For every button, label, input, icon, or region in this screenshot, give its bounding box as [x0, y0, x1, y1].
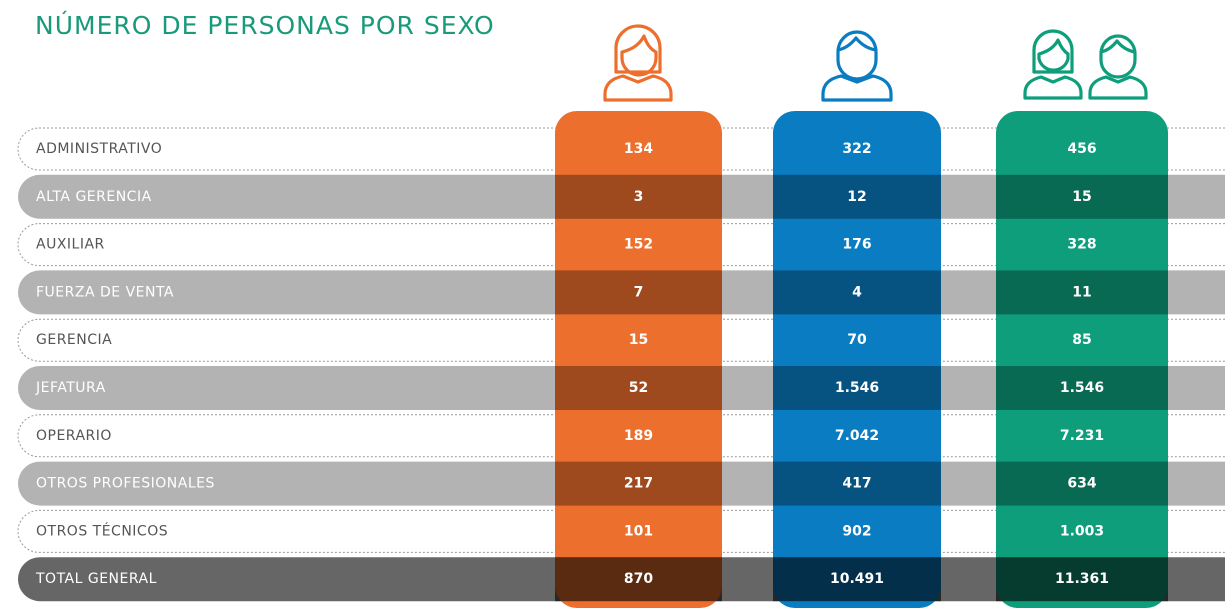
body — [821, 74, 893, 102]
row-label: AUXILIAR — [36, 237, 105, 253]
cell-value: 101 — [624, 523, 653, 539]
cell-shade — [773, 461, 941, 506]
cell-value: 4 — [852, 284, 862, 300]
cell-shade — [555, 366, 722, 410]
row-label: ADMINISTRATIVO — [36, 141, 162, 157]
male-icon — [821, 30, 893, 102]
hair — [614, 24, 662, 74]
cell-shade — [555, 174, 722, 219]
cell-value: 1.546 — [835, 380, 879, 396]
row-label: GERENCIA — [36, 332, 112, 348]
cell-shade — [996, 270, 1168, 315]
cell-value: 11.361 — [1055, 571, 1109, 587]
title: NÚMERO DE PERSONAS POR SEXO — [35, 10, 495, 40]
cell-value: 189 — [624, 428, 653, 444]
cell-shade — [996, 557, 1168, 602]
row-label: FUERZA DE VENTA — [36, 284, 174, 300]
cell-value: 3 — [634, 189, 644, 205]
female-column — [555, 111, 722, 608]
cell-value: 870 — [624, 571, 653, 587]
cell-value: 7 — [634, 284, 644, 300]
female-icon — [603, 24, 673, 102]
row-label: OTROS TÉCNICOS — [36, 522, 168, 539]
face — [1037, 38, 1070, 72]
hair — [1032, 29, 1074, 74]
hair2 — [1099, 39, 1137, 54]
cell-shade — [996, 174, 1168, 219]
cell-value: 328 — [1067, 237, 1096, 253]
cell-value: 217 — [624, 476, 653, 492]
hair — [836, 36, 878, 52]
face2 — [1099, 34, 1137, 79]
overlays — [555, 174, 1168, 602]
cell-shade — [996, 461, 1168, 506]
cell-shade — [555, 461, 722, 506]
body — [603, 74, 673, 102]
cell-value: 70 — [847, 332, 867, 348]
male-column — [773, 111, 941, 608]
row-label: TOTAL GENERAL — [35, 571, 157, 587]
cell-value: 176 — [842, 237, 871, 253]
cell-value: 322 — [842, 141, 871, 157]
both-icon — [1023, 29, 1148, 100]
cell-shade — [996, 366, 1168, 410]
cell-value: 902 — [842, 523, 871, 539]
row-label: OPERARIO — [36, 428, 112, 444]
face — [836, 30, 878, 81]
face — [620, 34, 658, 77]
cell-shade — [773, 270, 941, 315]
cell-shade — [773, 557, 941, 602]
cell-value: 417 — [842, 476, 871, 492]
cell-value: 134 — [624, 141, 653, 157]
cell-value: 15 — [629, 332, 648, 348]
cell-shade — [555, 557, 722, 602]
cell-value: 7.042 — [835, 428, 879, 444]
cell-shade — [773, 366, 941, 410]
body — [1023, 75, 1083, 100]
texts: ADMINISTRATIVO 134 322 456 ALTA GERENCIA 3 12 1… — [35, 141, 1109, 587]
cell-value: 1.003 — [1060, 523, 1104, 539]
cell-value: 15 — [1072, 189, 1091, 205]
row-label: OTROS PROFESIONALES — [36, 476, 215, 492]
cell-value: 456 — [1067, 141, 1096, 157]
cell-value: 1.546 — [1060, 380, 1104, 396]
row-label: JEFATURA — [35, 380, 106, 396]
cell-value: 85 — [1072, 332, 1091, 348]
cell-value: 10.491 — [830, 571, 884, 587]
cell-value: 634 — [1067, 476, 1096, 492]
cell-value: 52 — [629, 380, 648, 396]
columns — [555, 111, 1168, 608]
cell-shade — [555, 270, 722, 315]
total-column — [996, 111, 1168, 608]
cell-value: 11 — [1072, 284, 1091, 300]
body2 — [1088, 75, 1148, 100]
cell-value: 12 — [847, 189, 866, 205]
row-label: ALTA GERENCIA — [36, 189, 152, 205]
cell-value: 152 — [624, 237, 653, 253]
cell-shade — [773, 174, 941, 219]
cell-value: 7.231 — [1060, 428, 1104, 444]
